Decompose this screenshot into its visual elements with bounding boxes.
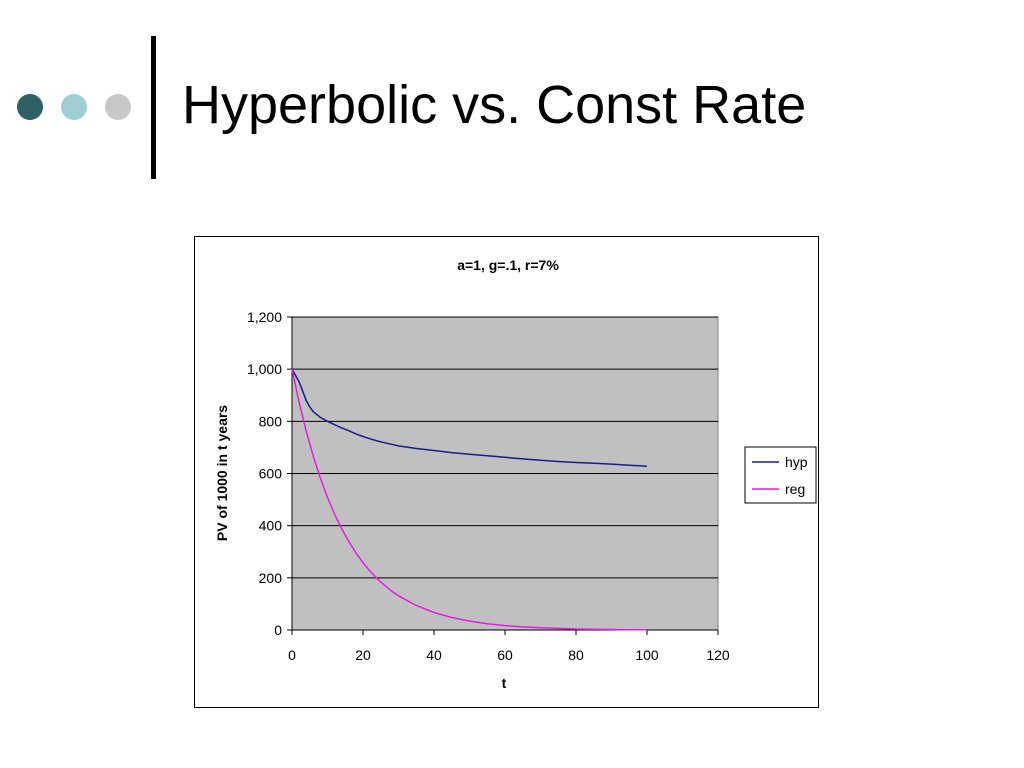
title-divider [151,36,156,179]
bullet-dot-dark [17,94,43,120]
series-line-reg [291,369,647,631]
chart-frame: a=1, g=.1, r=7% t PV of 1000 in t years … [194,236,819,708]
x-tick-label: 0 [288,647,296,663]
y-tick-label: 1,200 [247,309,282,325]
x-tick-label: 100 [635,647,659,663]
y-tick-label: 800 [259,413,283,429]
bullet-dot-gray [105,94,131,120]
x-tick-label: 80 [568,647,584,663]
x-axis-label: t [502,675,507,691]
series-line-hyp [291,368,648,467]
y-tick-label: 400 [259,518,283,534]
y-axis-label: PV of 1000 in t years [214,405,230,541]
chart-title: a=1, g=.1, r=7% [457,257,559,273]
y-tick-label: 1,000 [247,361,282,377]
x-tick-label: 20 [355,647,371,663]
bullet-dot-light [61,94,87,120]
y-tick-label: 0 [274,622,282,638]
y-tick-label: 600 [259,466,283,482]
line-chart: a=1, g=.1, r=7% t PV of 1000 in t years … [214,257,817,691]
slide-title: Hyperbolic vs. Const Rate [182,75,807,135]
y-tick-label: 200 [259,570,283,586]
legend-label-reg: reg [785,481,805,497]
legend-box [744,446,817,504]
x-tick-label: 60 [497,647,513,663]
legend-label-hyp: hyp [785,454,808,470]
x-tick-label: 120 [706,647,730,663]
x-tick-label: 40 [426,647,442,663]
